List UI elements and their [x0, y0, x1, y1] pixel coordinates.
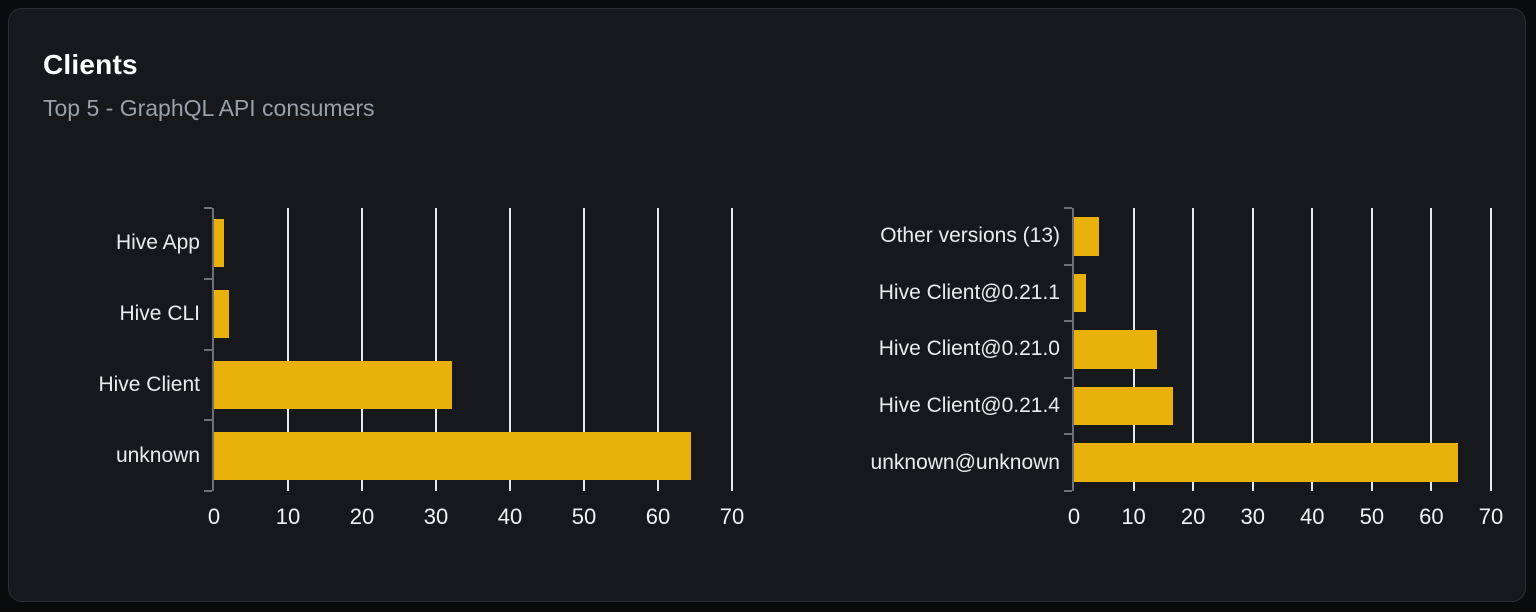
bar — [214, 219, 225, 268]
y-category-label: Hive App — [115, 231, 200, 255]
x-tick-label: 0 — [1067, 504, 1081, 529]
bar — [214, 360, 452, 409]
gridline — [583, 208, 585, 491]
x-tick-label: 30 — [1240, 504, 1265, 529]
y-category-label: Hive Client — [98, 372, 200, 396]
gridline — [1490, 208, 1492, 491]
y-axis-tick — [204, 277, 212, 280]
gridline — [731, 208, 733, 491]
y-axis-tick — [1064, 490, 1072, 492]
panel-subtitle: Top 5 - GraphQL API consumers — [43, 95, 375, 121]
gridline — [1311, 208, 1314, 491]
x-tick-label: 30 — [423, 504, 449, 529]
gridline — [1192, 208, 1195, 491]
x-tick-label: 10 — [1121, 504, 1146, 529]
y-category-label: Hive Client@0.21.0 — [878, 337, 1060, 361]
x-tick-label: 0 — [207, 504, 221, 529]
bar — [214, 290, 229, 339]
y-axis-tick — [1064, 376, 1072, 379]
clients-by-version-chart: Other versions (13) Hive Client@0.21.1 Hiv… — [9, 9, 1525, 601]
y-category-label: Hive Client@0.21.1 — [878, 280, 1060, 304]
y-axis-tick — [204, 419, 212, 422]
y-category-label: Hive CLI — [119, 302, 200, 326]
y-axis-tick — [1064, 263, 1072, 266]
bar — [1074, 217, 1100, 256]
y-axis-tick — [1064, 433, 1072, 436]
gridline — [657, 208, 659, 491]
x-tick-label: 70 — [1478, 504, 1504, 529]
x-tick-label: 60 — [1419, 504, 1444, 529]
bar — [1074, 273, 1086, 313]
x-tick-label: 40 — [1300, 504, 1325, 529]
y-category-label: unknown — [115, 443, 200, 467]
y-category-label: Other versions (13) — [880, 224, 1060, 248]
x-tick-label: 40 — [497, 504, 523, 529]
x-tick-label: 20 — [1180, 504, 1206, 529]
y-axis-tick — [204, 348, 212, 351]
y-category-label: unknown@unknown — [870, 450, 1060, 474]
y-axis-tick — [1064, 320, 1072, 323]
x-tick-label: 10 — [275, 504, 301, 529]
bar — [214, 431, 691, 480]
gridline — [1370, 208, 1373, 491]
y-category-label: Hive Client@0.21.4 — [878, 394, 1060, 418]
clients-by-name-chart: Hive App Hive CLI Hive Client unknown 0 10 20 3… — [9, 9, 1525, 601]
gridline — [287, 208, 289, 491]
x-tick-label: 70 — [719, 504, 745, 529]
y-axis-line — [212, 208, 214, 491]
bar — [1074, 443, 1459, 482]
gridline — [509, 208, 511, 491]
bar — [1074, 386, 1173, 426]
y-axis-tick — [1064, 207, 1072, 209]
x-tick-label: 20 — [349, 504, 375, 529]
panel-title: Clients — [43, 49, 138, 80]
bar — [1074, 330, 1157, 369]
y-axis-tick — [204, 490, 212, 492]
gridline — [1430, 208, 1433, 491]
gridline — [1251, 208, 1254, 491]
gridline — [435, 208, 437, 491]
gridline — [361, 208, 363, 491]
x-tick-label: 50 — [1359, 504, 1385, 529]
clients-panel: Clients Top 5 - GraphQL API consumers Hi… — [8, 8, 1526, 602]
y-axis-line — [1072, 208, 1074, 491]
x-tick-label: 50 — [571, 504, 597, 529]
x-tick-label: 60 — [645, 504, 671, 529]
y-axis-tick — [204, 207, 212, 209]
